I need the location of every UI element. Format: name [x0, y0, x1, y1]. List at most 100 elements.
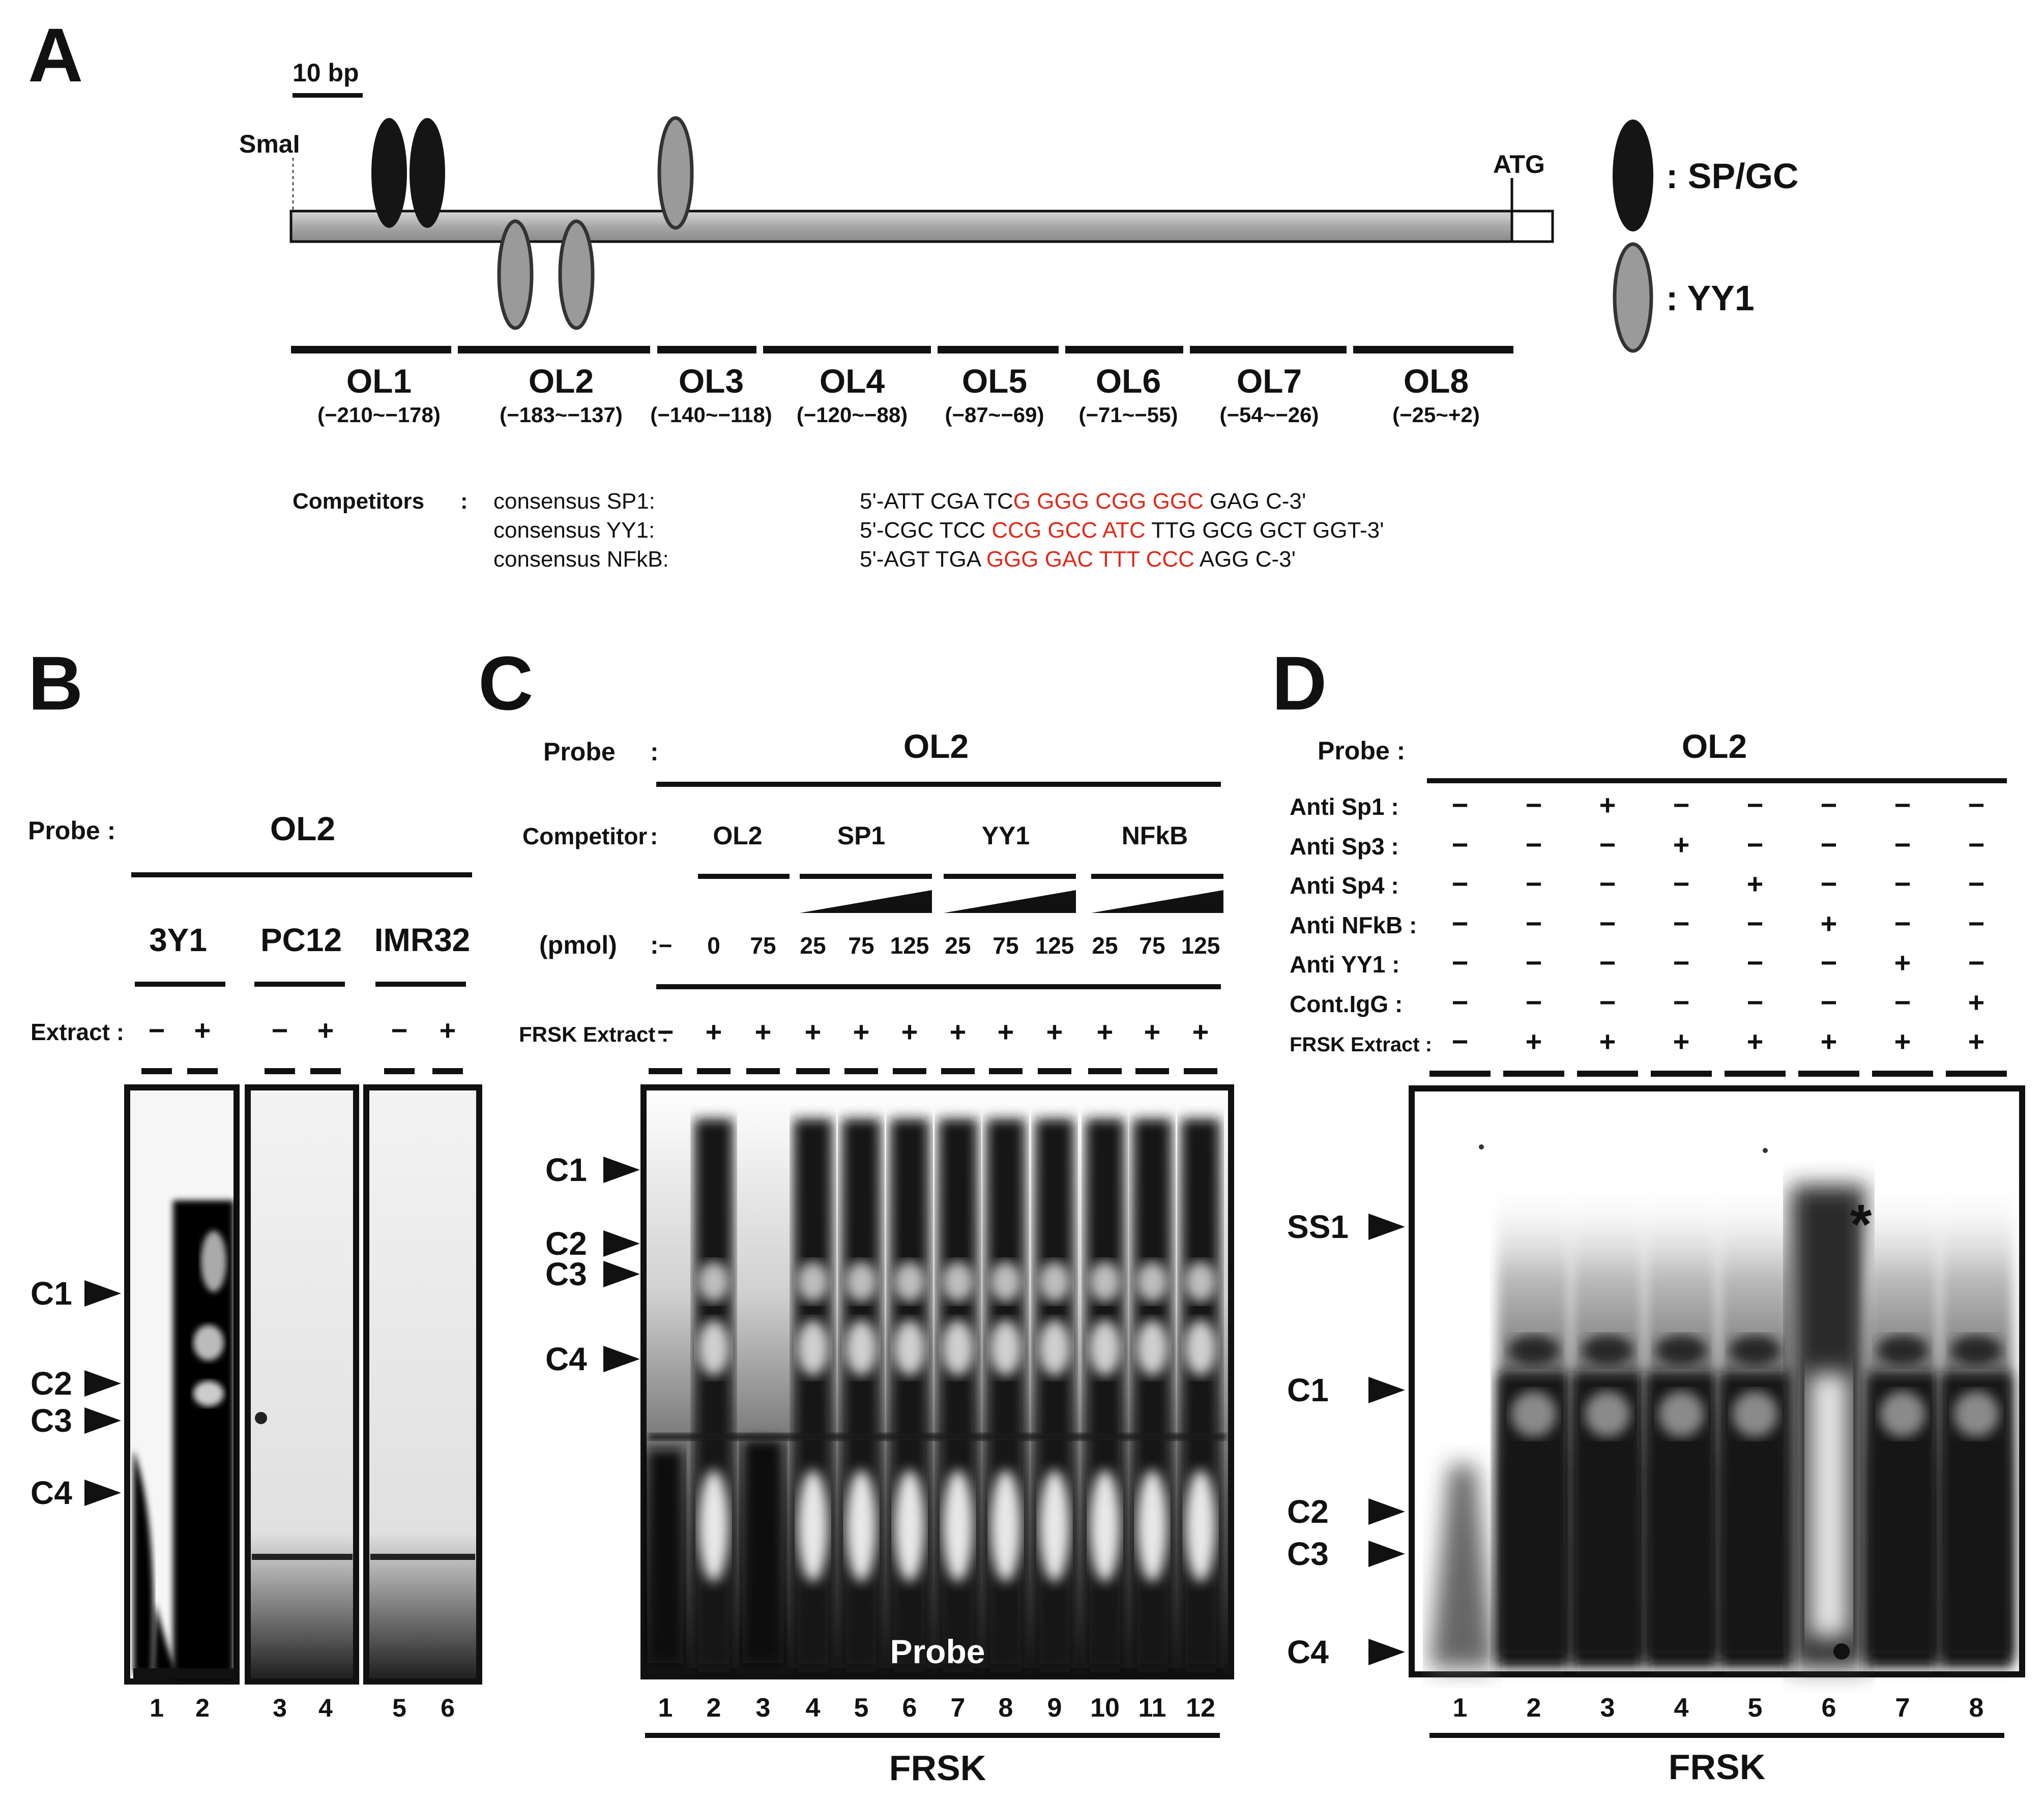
- oligo-name: OL2: [529, 362, 594, 400]
- arrowhead-icon: [603, 1346, 640, 1372]
- group-underline: [254, 982, 345, 987]
- treatment-sign: +: [1526, 1025, 1542, 1057]
- bottom-label: FRSK: [1669, 1747, 1766, 1787]
- row-label: Anti Sp4 :: [1290, 872, 1399, 899]
- oligo-range: (−25~+2): [1392, 403, 1480, 427]
- arrowhead-icon: [84, 1280, 121, 1307]
- band-marker: C2: [545, 1225, 640, 1262]
- band-marker: C4: [31, 1474, 121, 1511]
- pmol-value: 125: [890, 932, 929, 959]
- panel-b: B Probe : OL2 3Y1 PC12 IMR32 Extract : −…: [28, 640, 482, 1722]
- row-label: Anti Sp3 :: [1290, 833, 1399, 860]
- promoter-bar: [289, 210, 1513, 243]
- arrowhead-icon: [1368, 1377, 1405, 1403]
- yy1-site: [558, 219, 595, 330]
- well-mark: [844, 1068, 878, 1074]
- gel-lane: [890, 1119, 929, 1668]
- treatment-sign: −: [1968, 829, 1985, 861]
- band-marker: C4: [1287, 1634, 1405, 1670]
- well-mark: [187, 1068, 218, 1074]
- arrowhead-icon: [1368, 1541, 1405, 1567]
- competitor-name: consensus YY1:: [493, 518, 655, 543]
- treatment-sign: −: [1599, 986, 1616, 1018]
- treatment-sign: −: [1673, 947, 1690, 979]
- lane-number: 6: [441, 1694, 455, 1722]
- well-mark: [1946, 1071, 2007, 1077]
- treatment-sign: −: [1673, 907, 1690, 939]
- extract-sign: +: [853, 1016, 870, 1048]
- band-marker: C3: [545, 1256, 640, 1292]
- gel-3y1: [124, 1084, 240, 1685]
- exon-box: [1510, 210, 1554, 243]
- band-marker: C2: [31, 1365, 121, 1402]
- row-label: Anti YY1 :: [1290, 951, 1399, 978]
- oligo-name: OL6: [1096, 362, 1161, 400]
- probe-label: Probe :: [28, 816, 115, 845]
- arrowhead-icon: [1368, 1498, 1405, 1525]
- band-marker: C3: [1287, 1536, 1405, 1572]
- treatment-row: Anti Sp4 : − − − − + − − −: [1290, 868, 1984, 900]
- band-label: C4: [1287, 1634, 1329, 1670]
- extract-sign: +: [998, 1016, 1014, 1048]
- treatment-sign: −: [1526, 947, 1542, 979]
- band-label: C2: [1287, 1493, 1329, 1530]
- extract-sign: +: [1144, 1016, 1161, 1048]
- treatment-sign: −: [1968, 947, 1985, 979]
- well-mark: [1088, 1068, 1122, 1074]
- group-underline: [944, 874, 1076, 879]
- arrowhead-icon: [603, 1230, 640, 1257]
- gel-lane: [1571, 1180, 1644, 1668]
- cell-line-label: IMR32: [374, 922, 471, 958]
- competitor-label: Competitor: [522, 823, 647, 849]
- well-mark: [1184, 1068, 1217, 1074]
- treatment-row: Anti YY1 : − − − − − − + −: [1290, 947, 1984, 979]
- lane-numbers: 1 2 3 4 5 6 7 8 9 10 11 12: [658, 1693, 1215, 1723]
- oligo-map: OL1 OL2 OL3 OL4 OL5 OL6 OL7 OL8 (−210~−1…: [291, 346, 1513, 427]
- treatment-sign: −: [1821, 789, 1837, 821]
- competitors-label: Competitors: [293, 489, 424, 514]
- treatment-row: FRSK Extract : − + + + + + + +: [1290, 1025, 1984, 1057]
- band-label: SS1: [1287, 1208, 1349, 1245]
- bottom-label: FRSK: [889, 1748, 986, 1788]
- group-underline: [1091, 874, 1223, 879]
- well-mark: [1798, 1071, 1859, 1077]
- treatment-sign: −: [1452, 868, 1469, 900]
- legend-sp-gc-label: : SP/GC: [1666, 156, 1799, 196]
- pmol-value: 0: [707, 932, 720, 959]
- oligo-bar: [458, 346, 650, 353]
- arrowhead-icon: [84, 1370, 121, 1397]
- treatment-sign: −: [1747, 789, 1764, 821]
- lane-number: 1: [1453, 1693, 1468, 1723]
- well-mark: [1503, 1071, 1564, 1077]
- band-label: C3: [31, 1402, 72, 1439]
- wells: [1429, 1071, 2007, 1077]
- band-marker: C3: [31, 1402, 121, 1439]
- gel-lane: [1791, 1185, 1867, 1668]
- oligo-bar: [657, 346, 756, 353]
- treatment-sign: −: [1599, 829, 1616, 861]
- oligo-bar: [291, 346, 451, 353]
- competitor-sequence: 5'-AGT TGA GGG GAC TTT CCC AGG C-3': [860, 547, 1296, 572]
- well-mark: [941, 1068, 975, 1074]
- treatment-sign: −: [1673, 986, 1690, 1018]
- competitor-sequence: 5'-ATT CGA TCG GGG CGG GGC GAG C-3': [860, 489, 1306, 514]
- treatment-sign: −: [1821, 868, 1837, 900]
- lane-number: 10: [1090, 1693, 1120, 1723]
- oligo-range: (−140~−118): [650, 403, 772, 427]
- probe-underline: [131, 872, 472, 877]
- pmol-value: 25: [945, 932, 971, 959]
- probe-underline: [1427, 778, 2007, 783]
- group-underline: [698, 874, 790, 879]
- lane-numbers: 1 2 3 4 5 6: [150, 1694, 455, 1722]
- treatment-sign: −: [1526, 986, 1542, 1018]
- treatment-sign: +: [1894, 1025, 1911, 1057]
- treatment-row: Anti Sp3 : − − − + − − − −: [1290, 829, 1984, 861]
- well-mark: [1651, 1071, 1712, 1077]
- lane-number: 5: [1748, 1693, 1763, 1723]
- well-mark: [989, 1068, 1023, 1074]
- band-label: C1: [31, 1275, 72, 1312]
- lane-number: 6: [902, 1693, 917, 1723]
- probe-value: OL2: [903, 727, 969, 765]
- band-marker: SS1: [1287, 1208, 1405, 1245]
